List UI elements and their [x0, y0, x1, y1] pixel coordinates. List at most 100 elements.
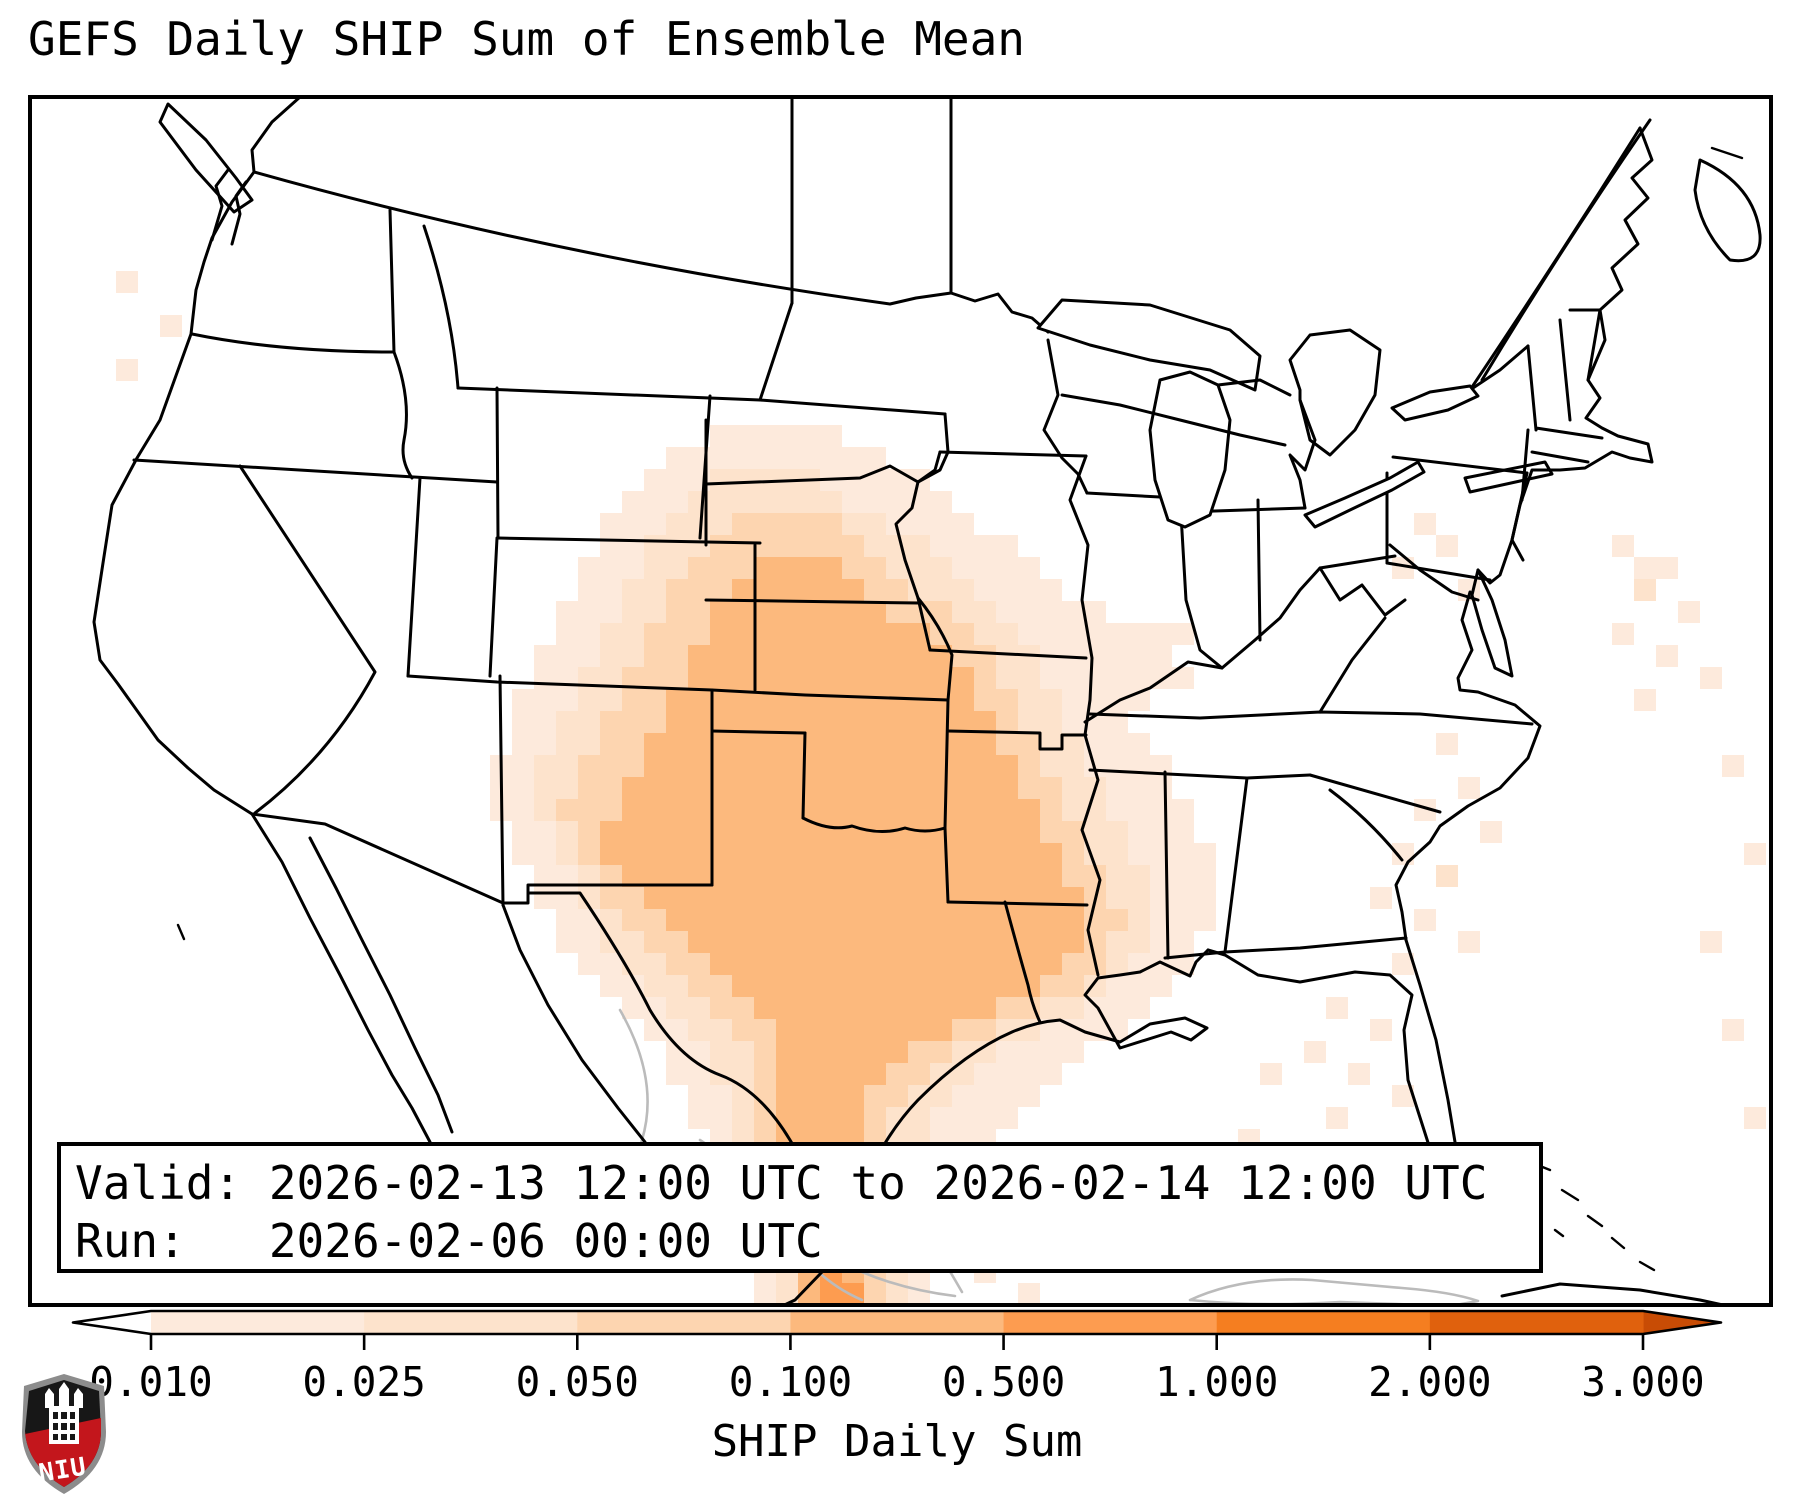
- heat-cell: [644, 733, 996, 755]
- heat-cell: [820, 1283, 864, 1305]
- heat-cell: [600, 821, 1040, 843]
- heat-cell: [116, 271, 138, 293]
- heat-cell: [622, 777, 1018, 799]
- heat-cell: [644, 887, 1084, 909]
- heat-cell: [754, 557, 842, 579]
- heat-cell: [732, 513, 842, 535]
- heat-cell: [1436, 535, 1458, 557]
- heat-cell: [666, 909, 1084, 931]
- heat-cell: [1700, 667, 1722, 689]
- heat-cell: [1348, 1063, 1370, 1085]
- great-lakes: [1036, 298, 1480, 529]
- heat-cell: [688, 491, 842, 513]
- heat-cell: [688, 931, 1084, 953]
- heat-cell: [1392, 843, 1414, 865]
- heat-cell: [776, 1063, 886, 1085]
- coast-and-state-borders: [92, 97, 1762, 1306]
- heat-cell: [644, 755, 1018, 777]
- heat-cell: [710, 425, 842, 447]
- heat-cell: [1392, 1085, 1414, 1107]
- heat-cell: [1612, 535, 1634, 557]
- heat-cell: [1634, 579, 1656, 601]
- heat-cell: [1414, 909, 1436, 931]
- heat-cell: [1700, 931, 1722, 953]
- colorbar-segment: [1003, 1311, 1218, 1334]
- map-frame: [28, 95, 1773, 1307]
- heat-cell: [1634, 689, 1656, 711]
- heat-cell: [1458, 777, 1480, 799]
- heat-cell: [1326, 997, 1348, 1019]
- colorbar-under-arrow: [73, 1311, 151, 1334]
- niu-castle-icon: [45, 1382, 83, 1444]
- colorbar-tick-label: 1.000: [1155, 1358, 1278, 1406]
- niu-shield-red-band: [25, 1418, 101, 1487]
- conus-map: [28, 95, 1773, 1307]
- colorbar-segment: [577, 1311, 792, 1334]
- heat-cell: [776, 1107, 864, 1129]
- colorbar-tick-label: 3.000: [1581, 1358, 1704, 1406]
- heat-cell: [1656, 557, 1678, 579]
- heat-cell: [1392, 557, 1414, 579]
- colorbar-segment: [151, 1311, 365, 1334]
- heat-cell: [116, 359, 138, 381]
- colorbar-tick-label: 0.010: [89, 1358, 212, 1406]
- colorbar-tick-label: 0.500: [942, 1358, 1065, 1406]
- heat-cell: [710, 469, 820, 491]
- heat-cell: [1326, 1107, 1348, 1129]
- heat-cell: [1436, 865, 1458, 887]
- heat-cell: [1414, 799, 1436, 821]
- niu-logo: NIU: [22, 1374, 106, 1494]
- colorbar-tick-label: 0.050: [516, 1358, 639, 1406]
- valid-run-info-box: Valid: 2026-02-13 12:00 UTC to 2026-02-1…: [57, 1142, 1543, 1273]
- valid-time-text: Valid: 2026-02-13 12:00 UTC to 2026-02-1…: [75, 1156, 1488, 1210]
- heat-cell: [1656, 645, 1678, 667]
- heat-cell: [1018, 1283, 1040, 1305]
- colorbar-segment: [1429, 1311, 1644, 1334]
- heat-cell: [732, 579, 864, 601]
- heat-cell: [1414, 513, 1436, 535]
- heat-cell: [732, 975, 1040, 997]
- heat-cell: [622, 799, 1040, 821]
- heat-cell: [1722, 755, 1744, 777]
- heat-cell: [1634, 557, 1656, 579]
- figure-title: GEFS Daily SHIP Sum of Ensemble Mean: [28, 12, 1025, 66]
- heat-cell: [908, 1283, 930, 1305]
- heat-cell: [160, 315, 182, 337]
- heat-cell: [1392, 953, 1414, 975]
- heat-cell: [1458, 931, 1480, 953]
- heat-cell: [666, 711, 996, 733]
- heat-cell: [1612, 623, 1634, 645]
- heat-cell: [1744, 843, 1766, 865]
- heat-cell: [1436, 733, 1458, 755]
- heat-cell: [710, 601, 886, 623]
- heat-cell: [1260, 1063, 1282, 1085]
- heat-cell: [622, 865, 1062, 887]
- heat-cell: [776, 1085, 864, 1107]
- colorbar: 0.010 0.025 0.050 0.100 0.500 1.000 2.000 3.000: [71, 1309, 1723, 1406]
- colorbar-segment: [364, 1311, 578, 1334]
- heat-cell: [688, 667, 974, 689]
- colorbar-tick-label: 0.025: [302, 1358, 425, 1406]
- run-time-text: Run: 2026-02-06 00:00 UTC: [75, 1214, 823, 1268]
- heat-cell: [1744, 1107, 1766, 1129]
- colorbar-over-arrow: [1643, 1311, 1721, 1334]
- heat-cell: [1722, 1019, 1744, 1041]
- heat-cell: [666, 689, 974, 711]
- colorbar-segment: [790, 1311, 1005, 1334]
- heat-cell: [710, 623, 930, 645]
- colorbar-axis-label: SHIP Daily Sum: [711, 1416, 1083, 1467]
- heat-cell: [1370, 1019, 1392, 1041]
- heat-cell: [754, 997, 996, 1019]
- heat-cell: [1304, 1041, 1326, 1063]
- heat-cell: [776, 1041, 908, 1063]
- heat-cell: [1370, 887, 1392, 909]
- heat-cell: [710, 953, 1062, 975]
- heat-cell: [1480, 821, 1502, 843]
- heat-cell: [710, 535, 864, 557]
- colorbar-segment: [1216, 1311, 1431, 1334]
- heat-cell: [776, 1019, 952, 1041]
- heat-cell: [1678, 601, 1700, 623]
- colorbar-tick-label: 2.000: [1368, 1358, 1491, 1406]
- heat-cell: [688, 645, 952, 667]
